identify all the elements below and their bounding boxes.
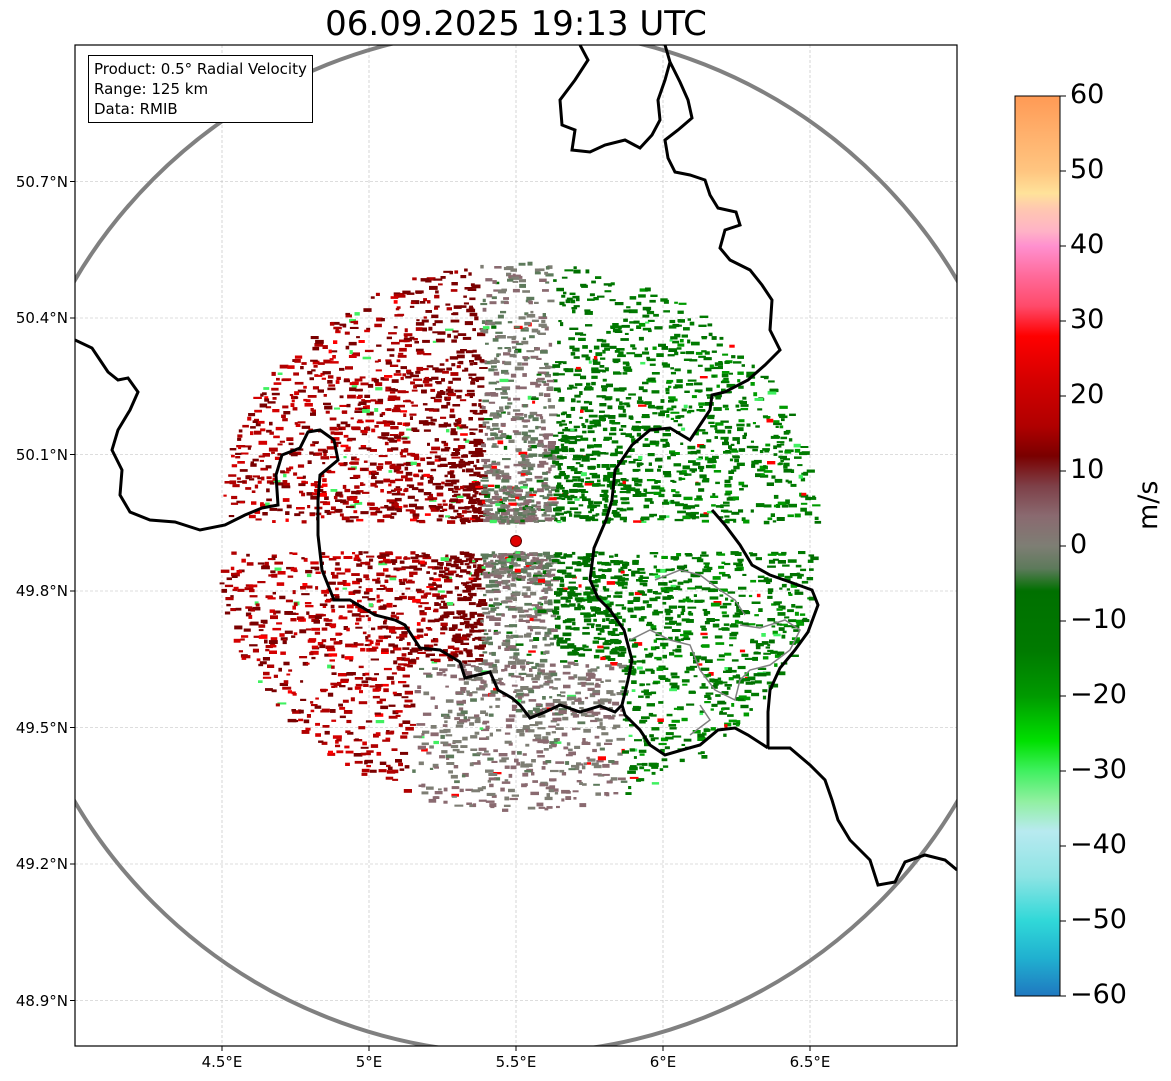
lat-tick-label: 50.4°N [15, 309, 68, 327]
colorbar-tick-label: −50 [1070, 904, 1127, 935]
product-info-box: Product: 0.5° Radial Velocity Range: 125… [88, 55, 313, 123]
france-germany-border [768, 746, 957, 887]
colorbar-tick-label: −60 [1070, 979, 1127, 1010]
colorbar-ticks [1060, 95, 1066, 997]
lat-lon-grid [75, 45, 957, 1046]
luxembourg-germany-border [710, 509, 820, 748]
luxembourg-inner-border [629, 569, 801, 736]
map-title: 06.09.2025 19:13 UTC [325, 4, 707, 44]
lon-tick-label: 6.5°E [789, 1053, 831, 1071]
data-source-label: Data: RMIB [94, 100, 178, 118]
velocity-echoes [219, 261, 822, 812]
lon-tick-label: 5°E [355, 1053, 383, 1071]
colorbar-tick-label: −30 [1070, 754, 1127, 785]
belgium-france-border [75, 338, 624, 720]
lat-tick-label: 48.9°N [15, 991, 68, 1010]
lon-tick-label: 4.5°E [201, 1053, 243, 1071]
lon-tick-label: 6°E [649, 1053, 677, 1071]
lat-tick-label: 50.7°N [15, 172, 68, 191]
range-label: Range: 125 km [94, 80, 209, 98]
lat-tick-label: 49.2°N [15, 855, 68, 873]
colorbar-unit-label: m/s [1133, 480, 1164, 530]
belgium-netherlands-border [558, 45, 672, 154]
colorbar-tick-label: 60 [1070, 79, 1105, 110]
product-label: Product: 0.5° Radial Velocity [94, 60, 307, 78]
radar-site-marker [510, 534, 522, 547]
colorbar-tick-label: 10 [1070, 454, 1105, 485]
colorbar-tick-label: −20 [1070, 679, 1127, 710]
colorbar-tick-label: 20 [1070, 379, 1105, 410]
country-borders [75, 45, 957, 887]
colorbar-tick-label: −10 [1070, 604, 1127, 635]
luxembourg-france-border [620, 704, 769, 757]
colorbar-tick-label: 30 [1070, 304, 1105, 335]
colorbar-tick-label: 0 [1070, 529, 1088, 560]
colorbar-tick-label: 50 [1070, 154, 1105, 185]
lon-tick-label: 5.5°E [495, 1053, 537, 1071]
belgium-luxembourg-border [588, 45, 782, 706]
lat-tick-label: 50.1°N [15, 445, 68, 464]
axis-ticks [70, 181, 811, 1051]
colorbar [1014, 95, 1061, 997]
lat-tick-label: 49.8°N [15, 582, 68, 600]
colorbar-tick-label: 40 [1070, 229, 1105, 260]
colorbar-tick-label: −40 [1070, 829, 1127, 860]
lat-tick-label: 49.5°N [15, 718, 68, 737]
